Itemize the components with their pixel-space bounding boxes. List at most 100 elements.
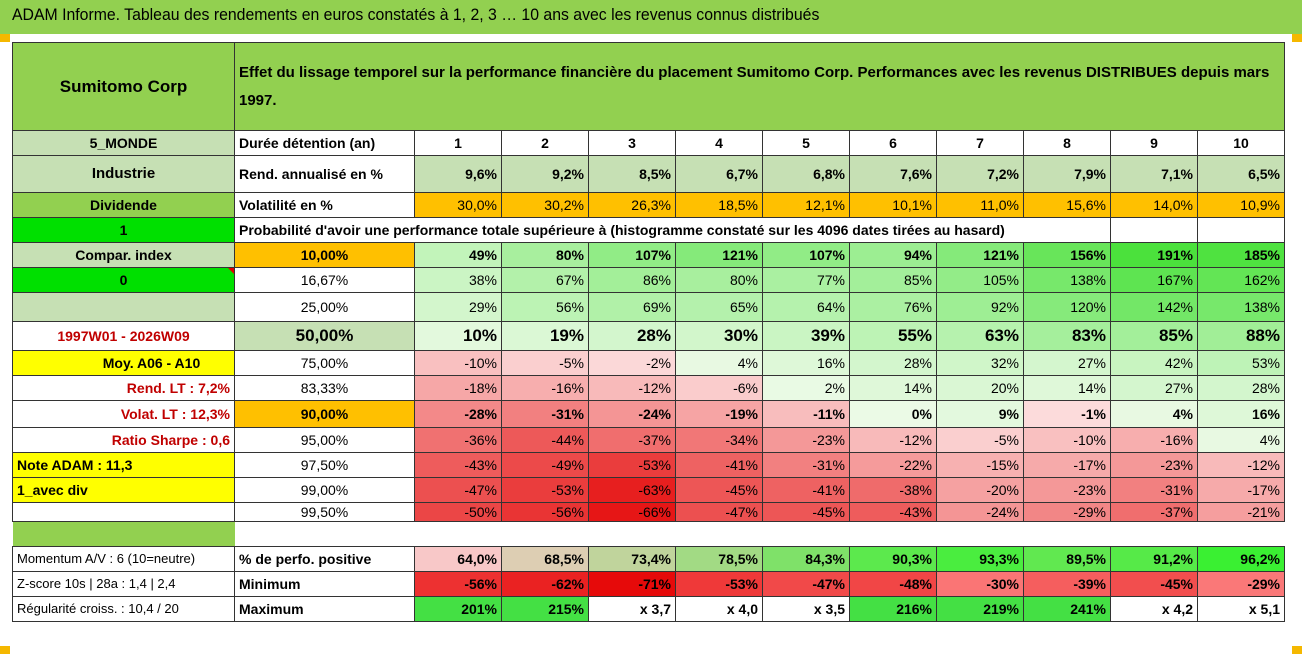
min-cell: -29%	[1197, 571, 1285, 597]
max-cell: x 4,0	[675, 596, 763, 622]
prob-cell: 56%	[501, 292, 589, 322]
rend-cell: 7,6%	[849, 155, 937, 193]
pos-cell: 64,0%	[414, 546, 502, 572]
prob-cell: -56%	[501, 502, 589, 522]
table-row: 1 Probabilité d'avoir une performance tot…	[12, 217, 1285, 243]
prob-cell: -16%	[1110, 427, 1198, 453]
table-row: 0 16,67% 38% 67% 86% 80% 77% 85% 105% 138% 167% 162…	[12, 267, 1285, 293]
prob-cell: -45%	[675, 477, 763, 503]
prob-cell: -12%	[849, 427, 937, 453]
prob-cell: -17%	[1197, 477, 1285, 503]
min-cell: -47%	[762, 571, 850, 597]
min-cell: -39%	[1023, 571, 1111, 597]
prob-cell: 28%	[849, 350, 937, 376]
table-row: Volat. LT : 12,3% 90,00% -28% -31% -24% -19% -…	[12, 400, 1285, 428]
compar-index-label: Compar. index	[12, 242, 235, 268]
prob-cell: -50%	[414, 502, 502, 522]
prob-cell: 80%	[675, 267, 763, 293]
prob-cell: -37%	[1110, 502, 1198, 522]
prob-cell: 39%	[762, 321, 850, 351]
prob-cell: -11%	[762, 400, 850, 428]
prob-cell: 77%	[762, 267, 850, 293]
prob-cell: 20%	[936, 375, 1024, 401]
rend-cell: 9,6%	[414, 155, 502, 193]
prob-cell: -20%	[936, 477, 1024, 503]
prob-cell: -66%	[588, 502, 676, 522]
prob-cell: -18%	[414, 375, 502, 401]
pos-cell: 90,3%	[849, 546, 937, 572]
volat-lt-label: Volat. LT : 12,3%	[12, 400, 235, 428]
volat-cell: 10,1%	[849, 192, 937, 218]
year-header: 3	[588, 130, 676, 156]
corner-mark-right	[1292, 34, 1302, 42]
table-row: Note ADAM : 11,3 97,50% -43% -49% -53% -41% -3…	[12, 452, 1285, 478]
prob-cell: -21%	[1197, 502, 1285, 522]
corner-mark-bottom-right	[1292, 646, 1302, 654]
pos-label: % de perfo. positive	[234, 546, 415, 572]
prob-cell: 42%	[1110, 350, 1198, 376]
prob-cell: 38%	[414, 267, 502, 293]
region-label: 5_MONDE	[12, 130, 235, 156]
max-cell: x 4,2	[1110, 596, 1198, 622]
prob-cell: 14%	[849, 375, 937, 401]
table-row: Régularité croiss. : 10,4 / 20 Maximum 201…	[12, 596, 1285, 622]
rend-cell: 6,5%	[1197, 155, 1285, 193]
prob-cell: -24%	[588, 400, 676, 428]
volat-cell: 26,3%	[588, 192, 676, 218]
moy-label: Moy. A06 - A10	[12, 350, 235, 376]
prob-cell: 121%	[936, 242, 1024, 268]
percentile-label: 99,50%	[234, 502, 415, 522]
prob-cell: -16%	[501, 375, 589, 401]
blank-side	[12, 502, 235, 522]
min-label: Minimum	[234, 571, 415, 597]
prob-cell: 121%	[675, 242, 763, 268]
prob-cell: -5%	[936, 427, 1024, 453]
prob-cell: -17%	[1023, 452, 1111, 478]
table-row: Z-score 10s | 28a : 1,4 | 2,4 Minimum -56%…	[12, 571, 1285, 597]
duration-label: Durée détention (an)	[234, 130, 415, 156]
sector-label: Industrie	[12, 155, 235, 193]
prob-cell: 105%	[936, 267, 1024, 293]
prob-cell: 120%	[1023, 292, 1111, 322]
prob-cell: 4%	[675, 350, 763, 376]
percentile-label: 50,00%	[234, 321, 415, 351]
rend-cell: 7,9%	[1023, 155, 1111, 193]
prob-cell: 27%	[1110, 375, 1198, 401]
prob-cell: 49%	[414, 242, 502, 268]
prob-cell: -41%	[762, 477, 850, 503]
prob-cell: -10%	[1023, 427, 1111, 453]
percentile-label: 10,00%	[234, 242, 415, 268]
prob-cell: -31%	[762, 452, 850, 478]
percentile-label: 16,67%	[234, 267, 415, 293]
prob-cell: 142%	[1110, 292, 1198, 322]
note-label: Note ADAM : 11,3	[12, 452, 235, 478]
max-cell: 215%	[501, 596, 589, 622]
prob-cell: 63%	[936, 321, 1024, 351]
prob-cell: 107%	[762, 242, 850, 268]
table-row: Ratio Sharpe : 0,6 95,00% -36% -44% -37% -34%…	[12, 427, 1285, 453]
sharpe-label: Ratio Sharpe : 0,6	[12, 427, 235, 453]
prob-cell: 19%	[501, 321, 589, 351]
percentile-label: 90,00%	[234, 400, 415, 428]
prob-cell: -38%	[849, 477, 937, 503]
year-header: 4	[675, 130, 763, 156]
prob-cell: 138%	[1197, 292, 1285, 322]
corner-mark-bottom-left	[0, 646, 10, 654]
prob-cell: -44%	[501, 427, 589, 453]
prob-cell: -22%	[849, 452, 937, 478]
prob-cell: -12%	[588, 375, 676, 401]
company-name: Sumitomo Corp	[12, 42, 235, 131]
prob-cell: 85%	[849, 267, 937, 293]
prob-cell: 30%	[675, 321, 763, 351]
report-title: ADAM Informe. Tableau des rendements en …	[12, 5, 820, 24]
prob-cell: 29%	[414, 292, 502, 322]
rend-cell: 9,2%	[501, 155, 589, 193]
prob-cell: 64%	[762, 292, 850, 322]
percentile-label: 99,00%	[234, 477, 415, 503]
prob-cell: -47%	[675, 502, 763, 522]
percentile-label: 97,50%	[234, 452, 415, 478]
volat-cell: 12,1%	[762, 192, 850, 218]
prob-cell: 4%	[1110, 400, 1198, 428]
table-row: 99,50% -50% -56% -66% -47% -45% -43% -24% -29% -3…	[12, 502, 1285, 522]
prob-cell: 92%	[936, 292, 1024, 322]
